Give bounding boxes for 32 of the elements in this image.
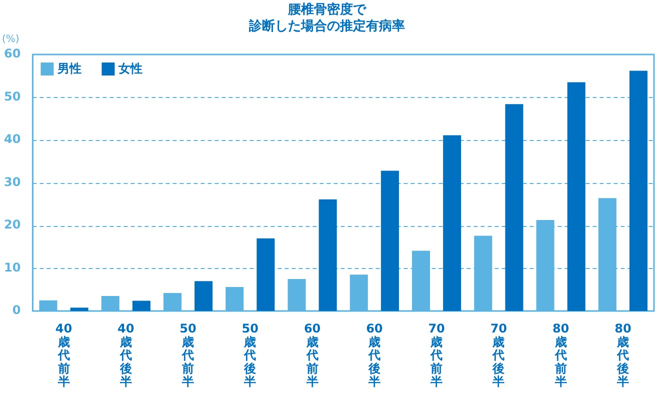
y-tick-label: 10 [4,260,21,274]
legend-label: 女性 [118,62,143,76]
bar [132,300,150,311]
y-tick-label: 40 [4,132,21,146]
chart-title: 腰椎骨密度で [287,2,367,18]
chart-subtitle: 診断した場合の推定有病率 [248,18,405,34]
x-tick-label: 50歳代前半 [180,322,196,389]
bar [629,70,648,311]
y-axis-title: (%) [2,34,20,46]
x-tick-label: 70歳代後半 [490,322,508,389]
bar [256,238,275,311]
bar [318,199,337,311]
bar [505,104,524,311]
x-tick-label: 70歳代前半 [428,322,445,389]
x-tick-label: 60歳代前半 [304,322,321,389]
bar [70,308,88,311]
x-tick-label: 80歳代後半 [614,322,632,389]
x-tick-label: 40歳代前半 [55,322,72,389]
bar [567,82,586,311]
x-tick-label: 80歳代前半 [552,322,570,389]
y-tick-label: 60 [4,46,21,61]
y-tick-label: 50 [4,89,21,104]
bar [194,281,213,311]
bar [380,170,399,311]
y-tick-label: 0 [12,303,21,318]
y-tick-label: 30 [4,174,21,189]
x-tick-label: 60歳代後半 [366,322,383,389]
bar [443,135,462,311]
x-tick-label: 50歳代後半 [242,322,259,389]
x-tick-label: 40歳代後半 [118,322,134,389]
y-tick-label: 20 [4,218,21,232]
legend-label: 男性 [56,62,82,76]
